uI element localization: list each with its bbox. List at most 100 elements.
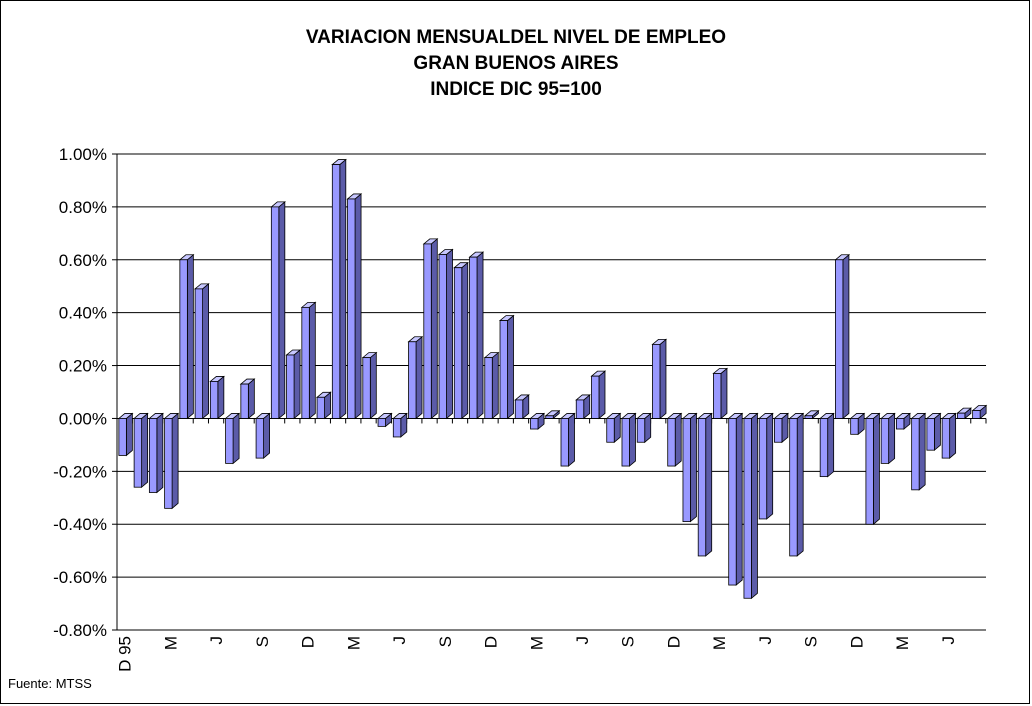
bar xyxy=(270,206,280,419)
bar xyxy=(911,418,920,491)
y-tick-label: -0.20% xyxy=(53,462,107,481)
bar-side xyxy=(278,201,286,420)
bar-side xyxy=(842,253,850,420)
chart-title-line-1: VARIACION MENSUALDEL NIVEL DE EMPLEO xyxy=(305,27,727,48)
bar-side xyxy=(674,412,682,467)
bar-side xyxy=(629,412,636,467)
source-note: Fuente: MTSS xyxy=(8,676,92,691)
x-tick-label: J xyxy=(939,636,958,645)
chart-title-line-2: GRAN BUENOS AIRES xyxy=(413,53,619,74)
bar xyxy=(697,418,707,557)
bar-side xyxy=(247,378,255,420)
bar xyxy=(362,357,371,419)
bar xyxy=(331,164,341,419)
bar xyxy=(133,418,143,488)
bar xyxy=(301,306,310,419)
bar xyxy=(774,418,783,443)
bar xyxy=(316,396,325,419)
bar xyxy=(255,418,264,459)
bar xyxy=(240,383,249,419)
y-tick-label: 0.20% xyxy=(59,357,107,376)
bar xyxy=(789,418,798,557)
bar-side xyxy=(446,248,453,420)
bar xyxy=(179,259,188,419)
bar-side xyxy=(293,349,301,420)
bar-side xyxy=(263,412,270,459)
bar xyxy=(667,418,676,467)
y-tick-label: -0.40% xyxy=(53,515,107,534)
bar-side xyxy=(918,412,926,491)
bar xyxy=(453,267,463,419)
bar xyxy=(392,418,402,438)
bar-side xyxy=(720,367,728,420)
bar xyxy=(408,341,417,419)
bar xyxy=(286,354,295,419)
bar-side xyxy=(461,261,469,420)
bar xyxy=(956,412,966,419)
bar xyxy=(469,256,478,419)
bar xyxy=(591,375,600,419)
bar-side xyxy=(933,412,941,452)
bar xyxy=(728,418,737,586)
y-tick-label: 0.60% xyxy=(59,251,107,270)
bar-side xyxy=(751,412,758,600)
bar xyxy=(377,418,386,427)
bar xyxy=(423,243,432,419)
y-tick-label: 0.80% xyxy=(59,198,107,217)
bar xyxy=(438,254,447,419)
x-tick-label: M xyxy=(710,636,729,650)
bar xyxy=(819,418,829,478)
x-tick-label: S xyxy=(802,636,821,647)
x-tick-label: S xyxy=(619,636,638,647)
bar-side xyxy=(766,412,774,520)
bar-side xyxy=(491,351,499,420)
bar xyxy=(758,418,768,520)
bar-side xyxy=(354,193,362,420)
bar xyxy=(850,418,859,435)
bar xyxy=(164,418,173,509)
bar-side xyxy=(369,351,377,420)
bar xyxy=(606,418,615,443)
y-tick-label: -0.60% xyxy=(53,568,107,587)
bar-side xyxy=(308,301,316,420)
bar xyxy=(225,418,234,464)
bar-side xyxy=(171,412,179,510)
x-tick-label: D 95 xyxy=(116,636,135,672)
bar xyxy=(209,381,219,419)
bar-side xyxy=(217,375,225,420)
bar xyxy=(865,418,874,525)
bar-side xyxy=(827,412,835,478)
x-tick-label: M xyxy=(893,636,912,650)
x-tick-label: M xyxy=(344,636,363,650)
bar-side xyxy=(430,238,438,420)
bar-side xyxy=(339,158,347,420)
x-tick-label: J xyxy=(207,636,226,645)
chart-title-line-3: INDICE DIC 95=100 xyxy=(430,79,602,100)
bar xyxy=(148,418,158,493)
bar-side xyxy=(888,412,896,465)
x-tick-label: S xyxy=(253,636,272,647)
bar-side xyxy=(141,412,149,489)
bar xyxy=(743,418,752,599)
bar-side xyxy=(476,251,484,420)
bar xyxy=(926,418,935,451)
bar xyxy=(682,418,691,522)
x-tick-label: D xyxy=(482,636,501,648)
bar xyxy=(621,418,630,467)
bar xyxy=(636,418,646,443)
bar-side xyxy=(232,412,240,465)
bar xyxy=(545,415,554,419)
x-tick-label: J xyxy=(390,636,409,645)
x-tick-label: J xyxy=(573,636,592,645)
bar-side xyxy=(202,283,210,420)
bar-side xyxy=(796,412,804,557)
bar-side xyxy=(705,412,713,557)
bar xyxy=(895,418,905,430)
bar-side xyxy=(568,412,575,467)
bar xyxy=(972,410,981,419)
bar-side xyxy=(507,314,514,420)
bar-side xyxy=(735,412,743,586)
x-tick-label: M xyxy=(161,636,180,650)
